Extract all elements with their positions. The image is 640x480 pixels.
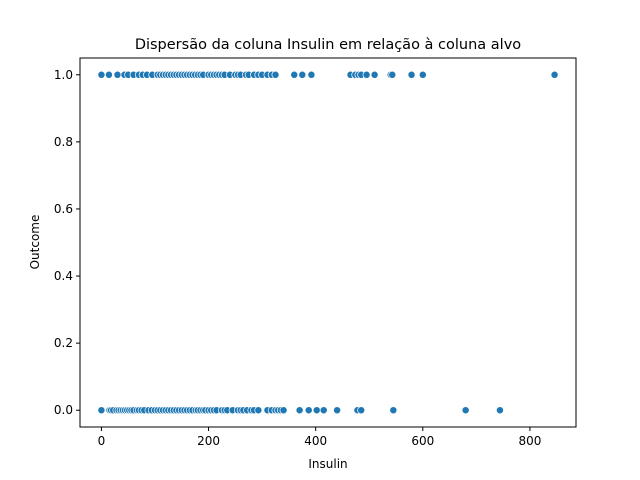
data-points [97, 70, 559, 415]
chart-title: Dispersão da coluna Insulin em relação à… [135, 37, 521, 53]
data-point [254, 406, 263, 415]
data-point [304, 406, 313, 415]
data-point [388, 70, 397, 79]
data-point [333, 406, 342, 415]
x-tick-label: 0 [98, 434, 106, 448]
y-tick-label: 1.0 [54, 68, 73, 82]
data-point [298, 70, 307, 79]
data-point [461, 406, 470, 415]
y-tick-label: 0.6 [54, 202, 73, 216]
y-tick-label: 0.8 [54, 135, 73, 149]
data-point [307, 70, 316, 79]
data-point [271, 70, 280, 79]
y-tick-label: 0.0 [54, 403, 73, 417]
plot-area-frame [79, 57, 577, 428]
data-point [362, 70, 371, 79]
data-point [97, 70, 106, 79]
data-point [295, 406, 304, 415]
data-point [370, 70, 379, 79]
x-tick-label: 200 [197, 434, 220, 448]
data-point [97, 406, 106, 415]
data-point [550, 70, 559, 79]
x-tick-label: 800 [518, 434, 541, 448]
x-tick-label: 400 [304, 434, 327, 448]
y-tick-label: 0.2 [54, 336, 73, 350]
y-tick-label: 0.4 [54, 269, 73, 283]
y-axis-label: Outcome [28, 215, 42, 270]
y-axis: 0.0 0.2 0.4 0.6 0.8 1.0 [54, 68, 80, 417]
data-point [319, 406, 328, 415]
data-point [418, 70, 427, 79]
data-point [104, 70, 113, 79]
data-point [495, 406, 504, 415]
data-point [290, 70, 299, 79]
x-tick-label: 600 [411, 434, 434, 448]
x-axis-label: Insulin [308, 457, 347, 471]
data-point [389, 406, 398, 415]
data-point [113, 70, 122, 79]
data-point [279, 406, 288, 415]
data-point [357, 406, 366, 415]
x-axis: 0 200 400 600 800 [98, 427, 541, 448]
data-point [407, 70, 416, 79]
data-point [312, 406, 321, 415]
